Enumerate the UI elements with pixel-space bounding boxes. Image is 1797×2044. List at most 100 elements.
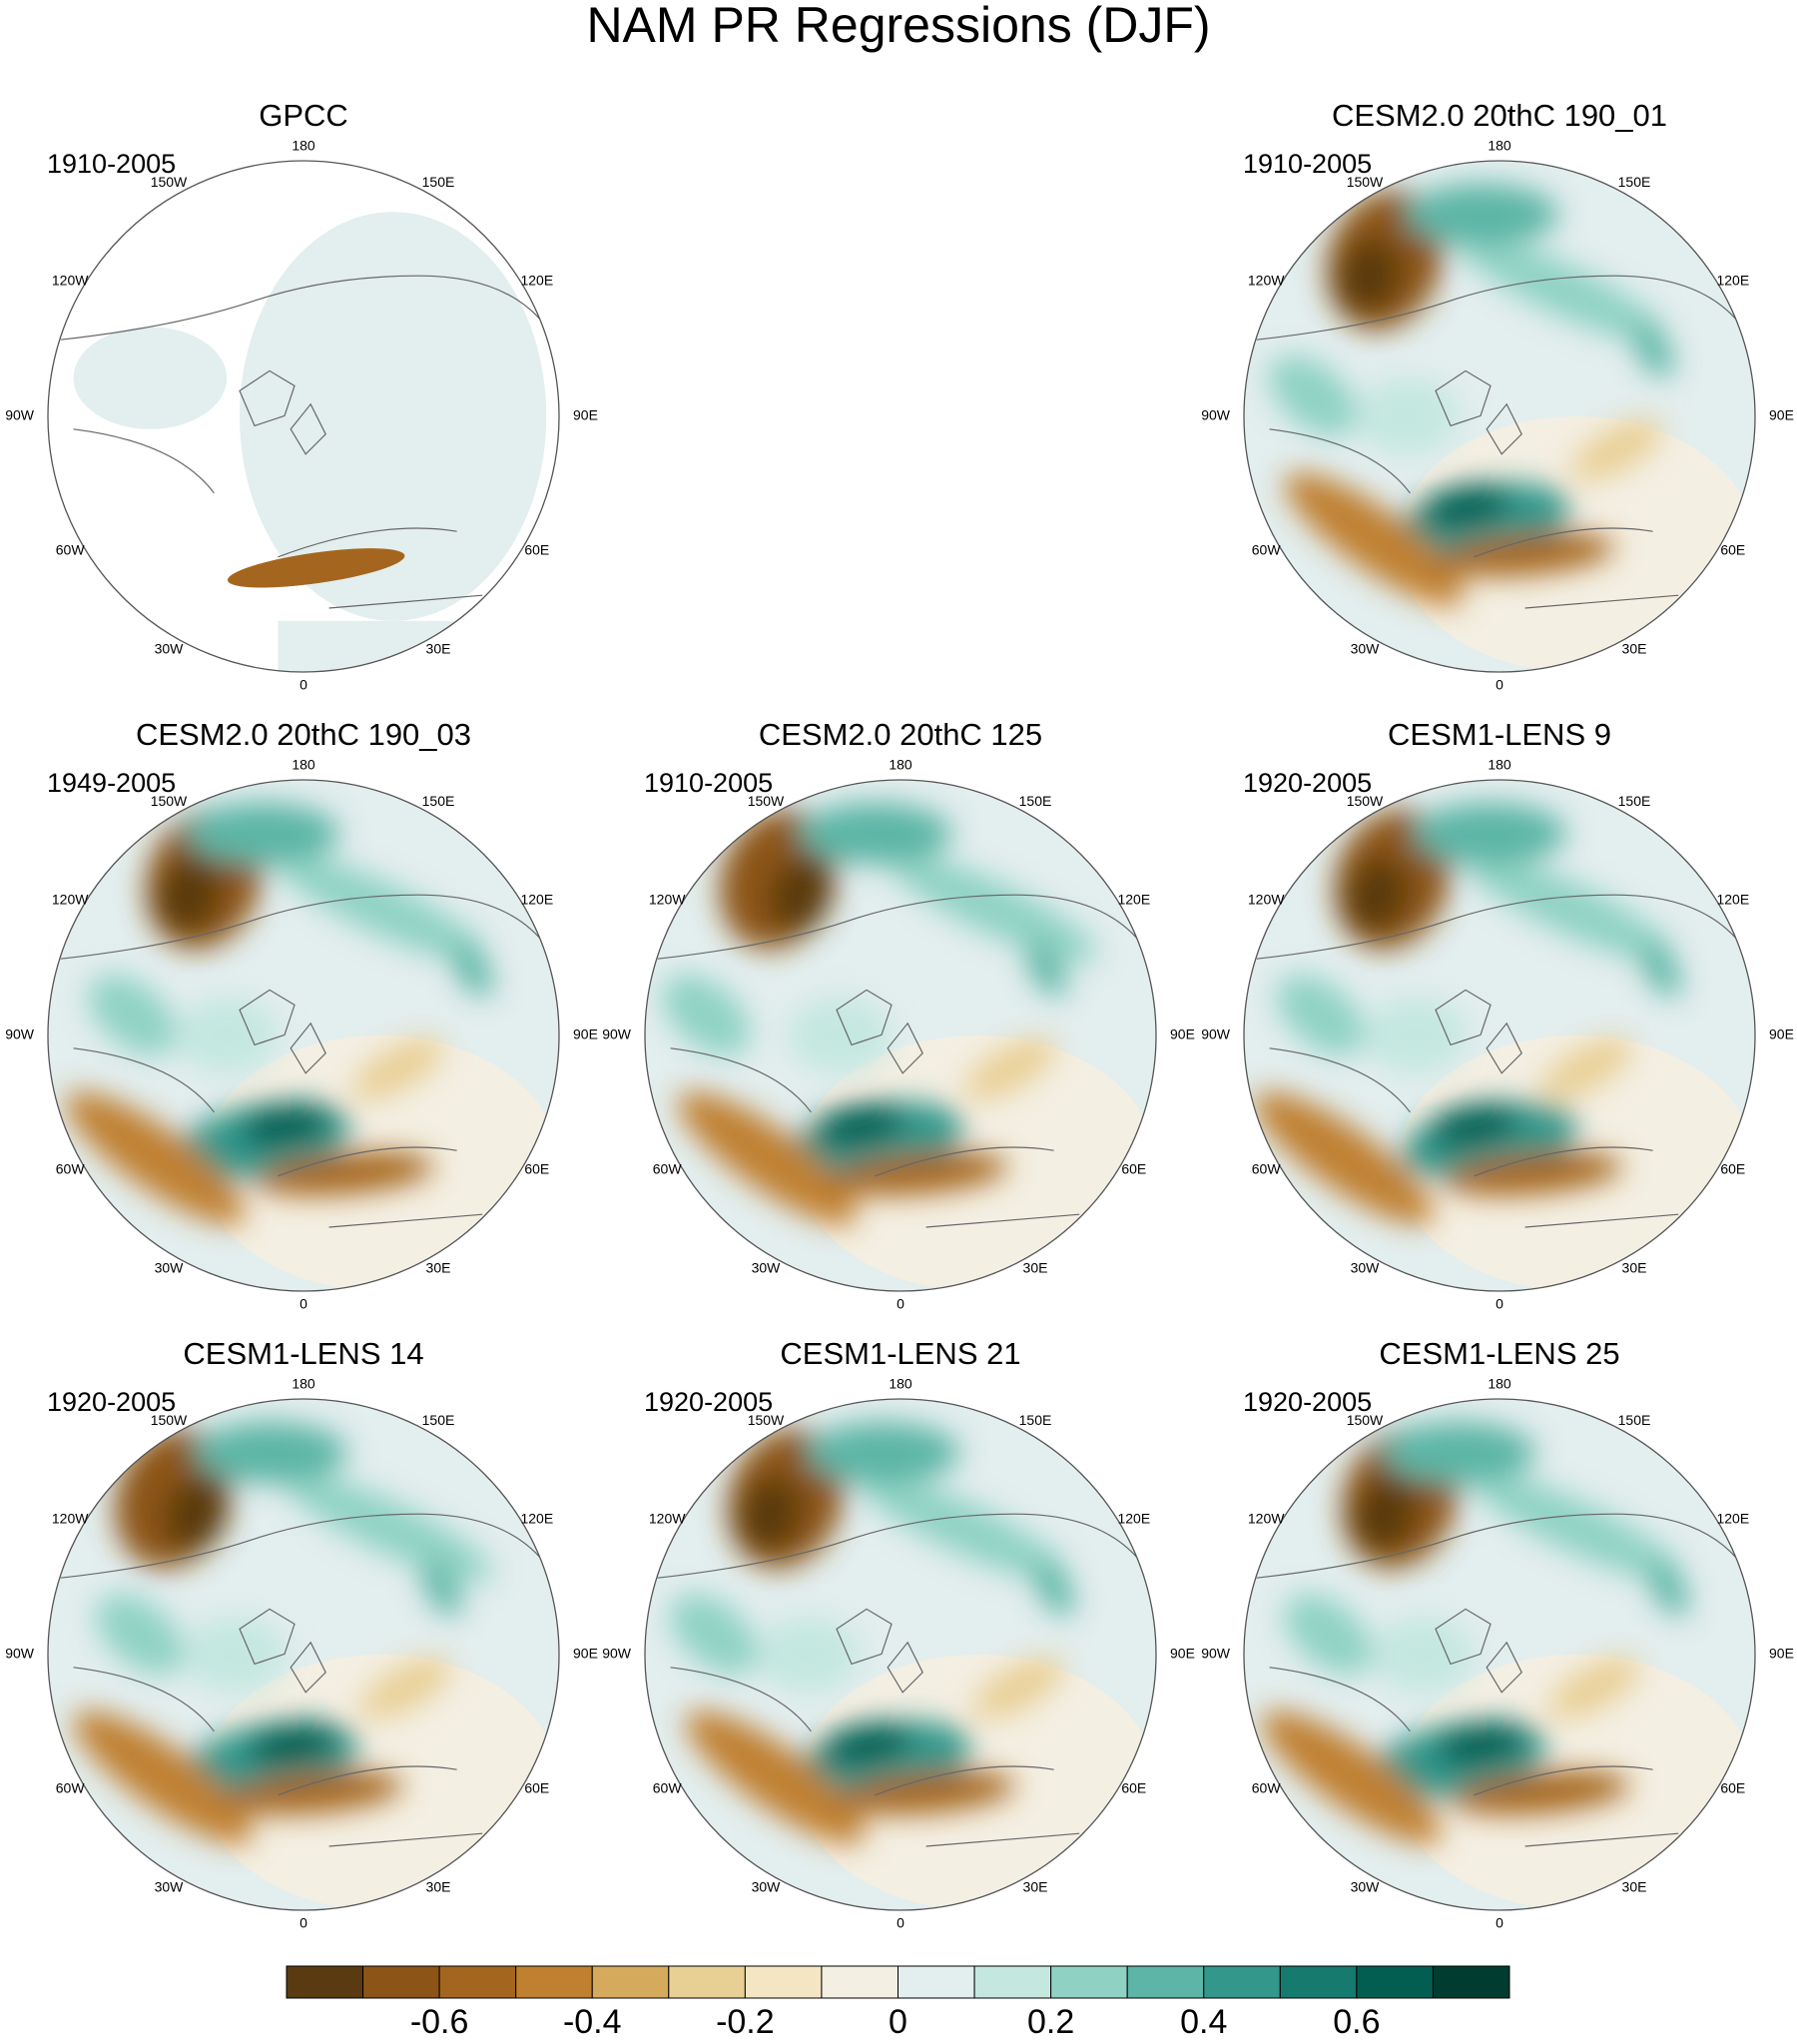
longitude-label: 30W [1351, 1260, 1381, 1276]
colorbar-box [1126, 1965, 1205, 1999]
colorbar-box [1279, 1965, 1358, 1999]
longitude-label: 30E [1023, 1879, 1048, 1895]
colorbar-box [1356, 1965, 1434, 1999]
colorbar: -0.6 -0.4 -0.2 0 0.2 0.4 0.6 [286, 1965, 1510, 2041]
longitude-label: 120E [520, 892, 553, 908]
map-anomaly [1456, 235, 1666, 342]
map-anomaly [1540, 1037, 1632, 1100]
figure-title: NAM PR Regressions (DJF) [586, 0, 1210, 53]
colorbar-tick-label: -0.4 [563, 2003, 622, 2041]
map-field [1244, 161, 1755, 672]
longitude-label: 30E [426, 1879, 451, 1895]
longitude-label: 30W [155, 1260, 185, 1276]
map-anomaly [1276, 975, 1365, 1055]
longitude-label: 120W [649, 892, 686, 908]
map-anomaly [224, 1770, 403, 1815]
colorbar-box [1203, 1965, 1281, 1999]
panel-period: 1920-2005 [644, 1387, 773, 1417]
longitude-label: 30E [426, 641, 451, 657]
longitude-label: 180 [1488, 1376, 1511, 1392]
map-border [47, 160, 560, 673]
map-anomaly [451, 941, 493, 998]
map-anomaly [1444, 1151, 1622, 1196]
panel-title: CESM2.0 20thC 125 [759, 717, 1042, 752]
map-land [73, 327, 228, 429]
map-anomaly [1471, 1473, 1681, 1581]
map-border [1243, 1398, 1756, 1911]
longitude-label: 150W [1347, 1412, 1384, 1428]
colorbar-tick-label: -0.6 [410, 2003, 469, 2041]
map-anomalies [73, 1422, 493, 1844]
coastline [836, 989, 923, 1074]
longitude-label: 60E [524, 1780, 549, 1796]
coastline [239, 1608, 326, 1694]
longitude-label: 30W [155, 1879, 185, 1895]
map-anomaly [255, 1151, 434, 1196]
longitude-label: 120W [52, 892, 89, 908]
map-anomaly [65, 1091, 246, 1225]
map-anomaly [1428, 1102, 1519, 1147]
colorbar-tick-label: 0 [889, 2003, 907, 2041]
panel-period: 1920-2005 [1243, 1387, 1372, 1417]
map-anomaly [972, 1657, 1064, 1719]
panel-period: 1910-2005 [47, 149, 176, 179]
map-anomaly [1033, 1560, 1074, 1617]
map-anomaly [1451, 1770, 1630, 1815]
map-field [1244, 1399, 1755, 1910]
longitude-label: 60E [524, 542, 549, 558]
map-anomaly [1405, 184, 1558, 246]
longitude-label: 90W [602, 1646, 632, 1662]
map-anomaly [662, 975, 751, 1055]
map-anomaly [1284, 472, 1465, 606]
colorbar-box [515, 1965, 593, 1999]
map-anomaly [1269, 355, 1358, 436]
panel-period: 1920-2005 [1243, 768, 1372, 798]
longitude-label: 180 [889, 757, 912, 773]
map-anomaly [183, 1616, 287, 1694]
map-anomaly [1436, 532, 1614, 577]
map-anomaly [1372, 1616, 1475, 1694]
longitude-label: 60E [1720, 1780, 1745, 1796]
longitude-label: 30W [752, 1260, 782, 1276]
map-anomaly [857, 1473, 1067, 1581]
map-anomaly [888, 854, 1098, 962]
panel-title: CESM1-LENS 14 [183, 1336, 423, 1371]
colorbar-box [821, 1965, 898, 1999]
map-anomaly [798, 803, 952, 865]
longitude-label: 60E [1720, 542, 1745, 558]
map-field [645, 780, 1156, 1291]
longitude-label: 180 [292, 138, 315, 154]
longitude-label: 120E [1716, 892, 1749, 908]
longitude-label: 60W [1252, 1780, 1282, 1796]
map-anomaly [1412, 803, 1566, 865]
longitude-label: 120E [1117, 892, 1150, 908]
map-field [48, 1399, 559, 1910]
map-anomalies [662, 803, 1098, 1225]
longitude-label: 90E [573, 407, 598, 423]
colorbar-box [744, 1965, 823, 1999]
panel-period: 1910-2005 [1243, 149, 1372, 179]
map-anomaly [685, 1710, 866, 1844]
colorbar-tick-label: -0.2 [716, 2003, 775, 2041]
coastline [657, 1513, 1144, 1579]
map-anomalies [1261, 1422, 1689, 1844]
longitude-label: 60W [653, 1780, 683, 1796]
coastline [1256, 275, 1743, 341]
map-anomaly [88, 975, 177, 1055]
map-anomaly [1337, 238, 1402, 314]
map-panel: CESM2.0 20thC 190_03 1949-2005 180 150E 120E… [5, 717, 598, 1312]
map-anomaly [1571, 418, 1663, 481]
map-anomaly [240, 1102, 331, 1147]
map-anomaly [1254, 1091, 1434, 1225]
map-anomaly [1356, 377, 1460, 455]
coastline [239, 989, 326, 1074]
longitude-label: 60W [56, 542, 86, 558]
longitude-label: 0 [300, 1915, 307, 1931]
longitude-label: 180 [292, 757, 315, 773]
longitude-label: 60W [56, 1161, 86, 1177]
longitude-label: 0 [1496, 1915, 1503, 1931]
panel-period: 1910-2005 [644, 768, 773, 798]
